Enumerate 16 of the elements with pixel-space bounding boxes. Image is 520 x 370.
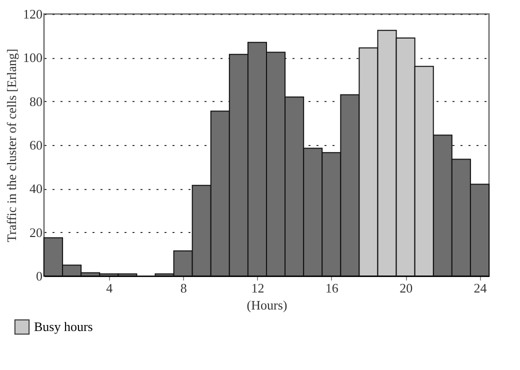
y-tick-label: 40 xyxy=(30,181,42,196)
x-tick-label: 16 xyxy=(325,280,339,296)
legend-label: Busy hours xyxy=(34,319,93,334)
y-tick-label: 20 xyxy=(30,224,42,240)
y-tick-label: 100 xyxy=(23,50,42,66)
x-tick-label: 4 xyxy=(106,280,114,296)
x-tick-label: 12 xyxy=(251,280,264,296)
y-axis-title: Traffic in the cluster of cells [Erlang] xyxy=(4,48,19,242)
y-tick-label: 120 xyxy=(23,6,42,22)
y-tick-label: 0 xyxy=(36,268,42,284)
y-tick-label: 60 xyxy=(30,138,42,152)
x-tick-label: 24 xyxy=(474,280,488,296)
x-tick-label: 8 xyxy=(180,280,187,296)
x-axis-title: (Hours) xyxy=(246,298,288,312)
x-tick-label: 20 xyxy=(400,280,413,296)
y-tick-label: 80 xyxy=(30,94,42,109)
